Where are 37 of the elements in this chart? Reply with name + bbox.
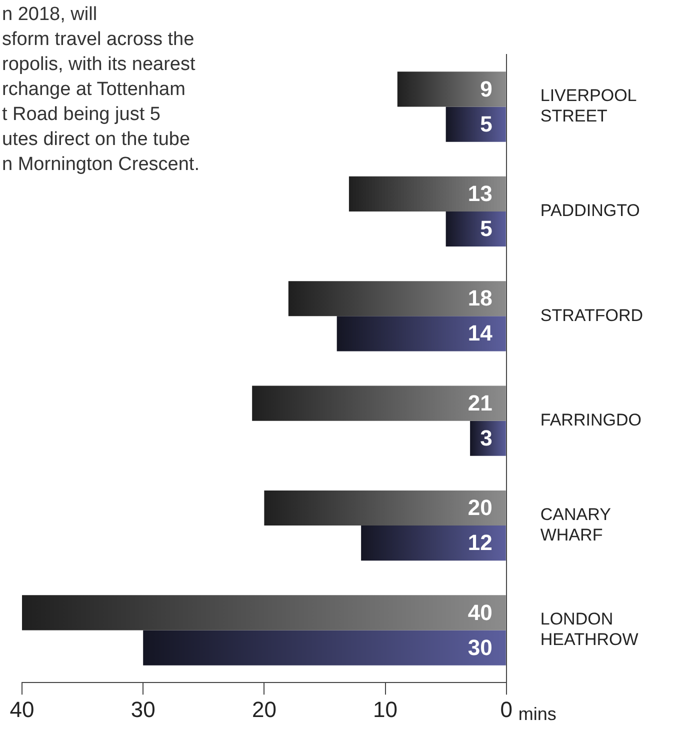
annotation: n 2018, will sform travel across the ropolis, with its nearest rchange at Tottenham t Road being just 5 utes direct on the tube n Mornington Crescent. [2,3,200,177]
x-tick-label: 30 [130,696,156,722]
x-tick-label: 40 [10,696,34,722]
x-tick-label: 0 [500,696,512,722]
bar [252,386,506,421]
data-label: 20 [468,495,492,520]
data-label: 5 [480,216,492,242]
data-label: 5 [480,111,492,136]
bar [397,72,506,107]
bar [264,490,506,526]
bar [361,526,506,561]
y-tick-label: STRATFORD [540,306,643,325]
data-label: 9 [480,76,492,102]
data-label: 12 [468,530,492,556]
data-label: 14 [468,320,494,346]
x-axis-title: mins [518,704,556,724]
data-label: 18 [468,286,492,311]
bar [22,595,506,630]
data-label: 30 [468,634,492,660]
bar [288,281,506,316]
y-tick-label: LIVERPOOL STREET [540,86,637,126]
bar [336,316,506,352]
y-tick-label: FARRINGDO [540,410,642,430]
y-tick-label: PADDINGTO [540,201,640,220]
bar [348,176,506,212]
x-tick-label: 10 [373,696,398,722]
bar [143,630,506,666]
data-label: 21 [468,390,492,416]
bar [446,106,506,142]
bar [470,420,506,456]
y-tick-label: CANARY WHARF [540,505,611,544]
x-tick-label: 20 [252,696,276,722]
bar [446,211,506,247]
data-label: 40 [468,600,492,625]
data-label: 13 [468,180,492,206]
y-tick-label: LONDON HEATHROW [540,610,638,650]
data-label: 3 [480,425,492,450]
